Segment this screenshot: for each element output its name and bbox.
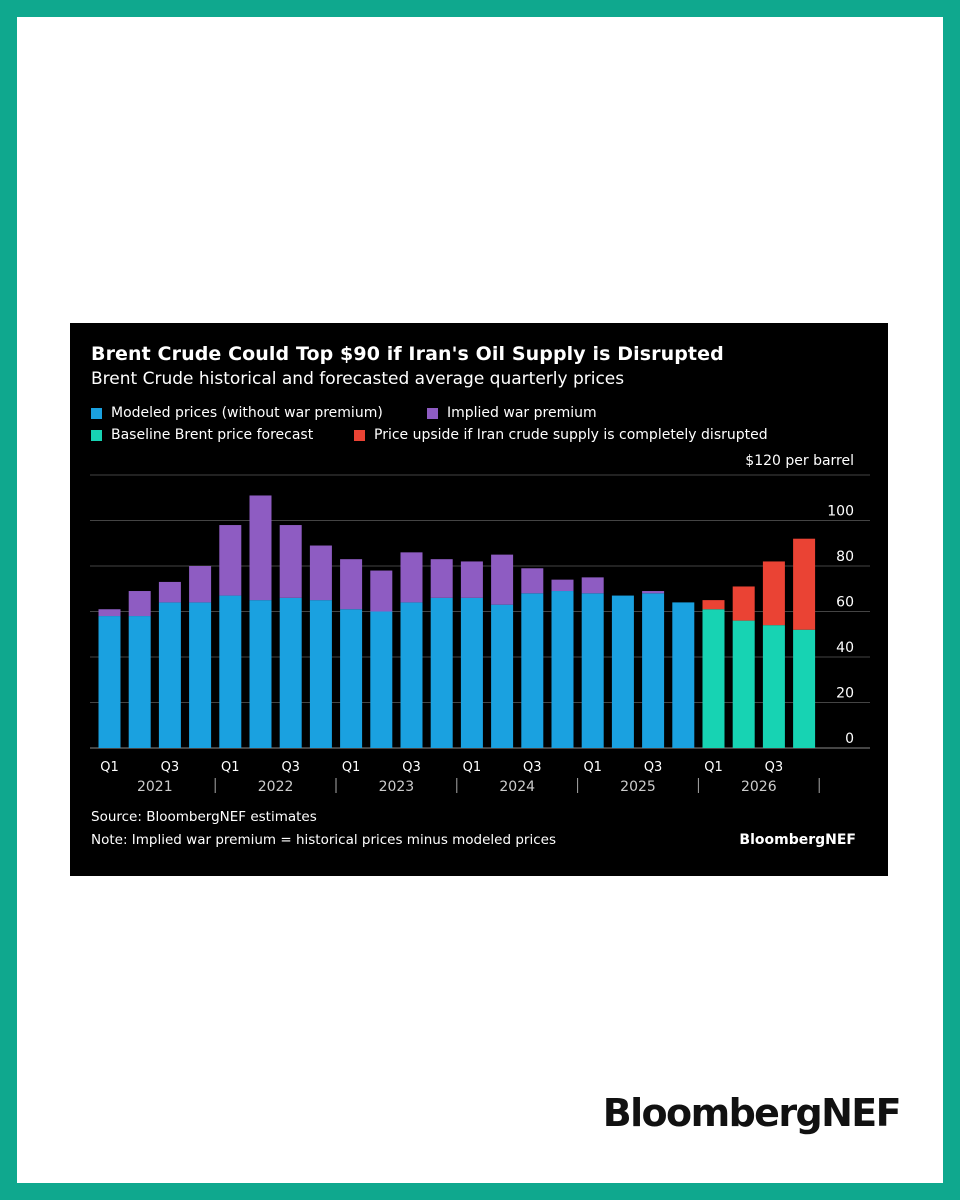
bar-segment-modeled [370,611,393,748]
chart-source: Source: BloombergNEF estimates [91,809,317,825]
chart-note: Note: Implied war premium = historical p… [91,832,556,848]
bar-segment-modeled [400,602,423,748]
bar-segment-upside [762,561,785,626]
legend-swatch-upside [354,429,365,441]
bar-segment-baseline [762,625,785,748]
bar-segment-modeled [581,593,604,748]
bar-segment-war-premium [128,591,151,617]
chart-panel: Brent Crude Could Top $90 if Iran's Oil … [70,323,888,876]
bar-segment-baseline [702,609,725,748]
bar-segment-modeled [279,597,302,748]
x-tick-label: Q3 [161,760,180,775]
bar-segment-modeled [128,616,151,748]
legend-swatch-modeled [91,407,102,419]
year-label: 2025 [620,779,656,795]
legend-item-upside: Price upside if Iran crude supply is com… [354,426,768,444]
bar-segment-war-premium [521,568,544,594]
bar-segment-upside [793,538,816,630]
x-tick-label: Q3 [281,760,300,775]
bar-segment-upside [702,600,725,610]
bar-segment-modeled [219,595,242,748]
bar-segment-modeled [521,593,544,748]
bar-segment-war-premium [430,559,453,598]
year-label: 2022 [258,779,294,795]
bar-segment-baseline [793,629,816,748]
bar-segment-modeled [98,616,121,748]
bar-segment-modeled [460,597,483,748]
bar-segment-war-premium [309,545,332,601]
x-tick-label: Q1 [342,760,361,775]
bar-segment-war-premium [219,525,242,596]
year-label: 2021 [137,779,173,795]
bloombergnef-logo: BloombergNEF [602,1091,902,1135]
y-tick-label: 80 [836,549,854,565]
x-tick-label: Q3 [523,760,542,775]
legend-item-modeled: Modeled prices (without war premium) [91,404,383,422]
chart-subtitle: Brent Crude historical and forecasted av… [91,369,625,389]
x-tick-label: Q1 [704,760,723,775]
bar-segment-war-premium [460,561,483,598]
legend-swatch-baseline [91,429,102,441]
year-label: 2026 [741,779,777,795]
legend-item-war-premium: Implied war premium [427,404,597,422]
x-tick-label: Q1 [463,760,482,775]
bar-segment-modeled [249,600,272,748]
x-tick-label: Q1 [100,760,119,775]
bar-segment-modeled [158,602,181,748]
year-label: 2023 [379,779,415,795]
bar-segment-baseline [732,620,755,748]
chart-brand-label: BloombergNEF [739,832,856,848]
bar-chart-plot: 0 20 40 60 80 100 Q1 Q3 Q1 Q3 Q1 Q3 Q1 Q3 Q1 Q3 Q1 Q3 2021… [90,474,870,795]
y-tick-label: 20 [836,686,854,702]
x-tick-label: Q3 [402,760,421,775]
y-tick-label: 0 [845,731,854,747]
legend-label-baseline: Baseline Brent price forecast [111,427,314,443]
bar-segment-modeled [642,593,665,748]
bar-segment-modeled [309,600,332,748]
year-label: 2024 [499,779,535,795]
bar-segment-modeled [189,602,212,748]
bar-segment-upside [732,586,755,621]
bar-segment-war-premium [340,559,363,610]
bar-segment-war-premium [279,525,302,598]
bar-segment-war-premium [189,566,212,603]
y-tick-label: 100 [827,504,854,520]
bar-segment-war-premium [581,577,604,594]
legend-item-baseline: Baseline Brent price forecast [91,426,313,444]
y-axis-unit-label: $120 per barrel [745,453,854,469]
bar-segment-war-premium [491,554,514,605]
bar-segment-war-premium [551,579,574,592]
legend-label-modeled: Modeled prices (without war premium) [111,405,383,421]
bar-segment-modeled [340,609,363,748]
bar-segment-war-premium [249,495,272,601]
bar-segment-war-premium [98,609,121,617]
bar-segment-war-premium [158,581,181,603]
bar-segment-war-premium [400,552,423,603]
legend-label-war-premium: Implied war premium [447,405,597,421]
bar-segment-war-premium [642,591,665,594]
legend-swatch-war-premium [427,407,438,419]
x-tick-label: Q1 [583,760,602,775]
x-tick-label: Q3 [765,760,784,775]
bar-segment-modeled [430,597,453,748]
bar-segment-modeled [491,604,514,748]
y-tick-label: 40 [836,640,854,656]
bar-segment-modeled [672,602,695,748]
bar-segment-modeled [551,591,574,748]
bar-segment-war-premium [370,570,393,612]
y-tick-label: 60 [836,595,854,611]
x-tick-label: Q3 [644,760,663,775]
legend-label-upside: Price upside if Iran crude supply is com… [374,427,768,443]
bar-segment-modeled [611,595,634,748]
x-tick-label: Q1 [221,760,240,775]
chart-title: Brent Crude Could Top $90 if Iran's Oil … [91,343,724,365]
